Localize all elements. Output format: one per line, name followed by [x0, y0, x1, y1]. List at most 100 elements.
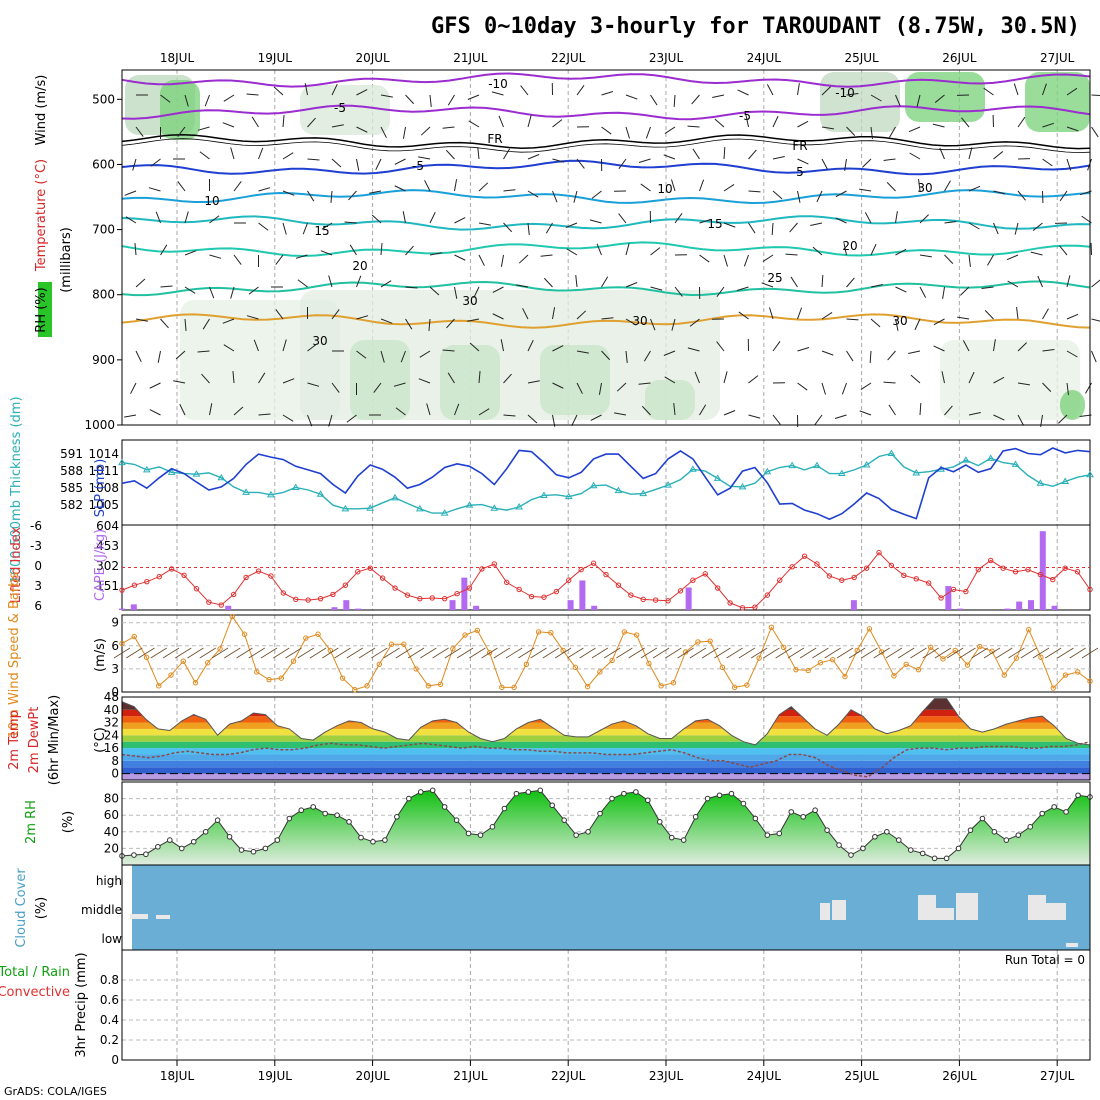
- li-marker: [777, 577, 783, 583]
- wind-barb: [993, 339, 996, 352]
- date-label-bottom: 25JUL: [844, 1069, 879, 1083]
- wind-barb: [918, 179, 921, 192]
- thickness-tick-label: 588: [60, 464, 83, 478]
- wind-barb: [797, 347, 810, 352]
- rh-marker: [1075, 792, 1081, 799]
- wind-barb: [282, 414, 294, 422]
- cape-bar: [957, 608, 964, 610]
- thickness-marker: [242, 488, 250, 495]
- wind-barb: [500, 339, 504, 352]
- wind-barb: [895, 318, 899, 331]
- cloud-block: [1066, 943, 1078, 947]
- wind-barb: [939, 147, 945, 160]
- li-marker: [305, 597, 311, 603]
- wind-barb: [394, 158, 406, 165]
- rh-marker: [477, 832, 484, 838]
- wind-barb: [251, 116, 259, 128]
- wind-barb: [821, 350, 834, 356]
- wind-speed-marker: [474, 627, 481, 634]
- wind-barb: [1007, 280, 1019, 288]
- wind-barb: [736, 286, 749, 291]
- wind-speed-marker: [425, 683, 432, 689]
- li-marker: [280, 590, 287, 596]
- wind-speed-marker: [364, 683, 370, 689]
- wind-barb: [307, 343, 318, 352]
- wind-barb: [716, 341, 725, 352]
- precip-panel: 0.8 0.6 0.4 0.2 0 Run Total = 0: [100, 949, 1091, 1067]
- wind-barb: [130, 382, 137, 394]
- wind-barb: [797, 307, 803, 320]
- rh-marker: [250, 848, 257, 855]
- wind-barb: [1066, 126, 1079, 132]
- wind-speed-marker: [597, 669, 603, 675]
- li-marker: [801, 553, 808, 559]
- wind-barb: [369, 190, 382, 194]
- temperature-contour: [121, 241, 1091, 258]
- temperature-contour: [121, 280, 1091, 297]
- temperature-contour: [121, 133, 1091, 150]
- li-marker: [652, 597, 659, 603]
- wind-barb: [478, 371, 481, 384]
- p-tick-label: 900: [92, 353, 115, 367]
- wind-barb: [400, 350, 406, 363]
- li-marker: [392, 585, 398, 591]
- wind-barb: [429, 211, 436, 224]
- wind-barb: [540, 254, 553, 257]
- li-marker: [168, 566, 175, 572]
- wind-barb: [419, 350, 431, 358]
- wind10-barb: [505, 647, 523, 659]
- rh-marker: [573, 832, 579, 838]
- temperature-contour: [121, 104, 1091, 121]
- wind-barb: [233, 406, 244, 416]
- li-marker: [727, 600, 733, 606]
- wind-barb: [908, 126, 921, 133]
- wind10-barb: [824, 647, 841, 659]
- thickness-marker: [986, 454, 995, 461]
- wind-speed-marker: [315, 631, 321, 637]
- thickness-marker: [366, 504, 375, 511]
- wind-barb: [492, 286, 504, 293]
- thickness-marker: [788, 461, 797, 469]
- rh-marker: [728, 790, 735, 797]
- wind-barb: [821, 274, 824, 288]
- wind-barb: [467, 94, 480, 100]
- wind-speed-marker: [621, 629, 628, 635]
- date-label-bottom: 20JUL: [355, 1069, 390, 1083]
- wind-barb: [282, 378, 295, 384]
- wind-speed-marker: [780, 644, 787, 651]
- wind-barb: [395, 407, 406, 416]
- temp-tick-label: 32: [104, 716, 119, 730]
- wind10-barb: [603, 647, 621, 659]
- rh-shade: [300, 290, 720, 420]
- wind-barb: [1066, 313, 1079, 320]
- contour-label: 30: [632, 314, 647, 328]
- rh-marker: [406, 795, 412, 802]
- wind10-barb: [934, 647, 952, 659]
- wind-barb: [1091, 126, 1099, 138]
- wind-barb: [1016, 307, 1019, 320]
- wind-barb: [258, 147, 264, 160]
- rh-marker: [561, 817, 567, 823]
- chart-title: GFS 0~10day 3-hourly for TAROUDANT (8.75…: [431, 14, 1080, 39]
- wind-barb: [258, 372, 266, 384]
- upper-frame: [121, 69, 1091, 426]
- wind-barb: [304, 83, 308, 96]
- rh-marker: [752, 815, 759, 822]
- wind10-barb: [665, 647, 682, 659]
- rh-marker: [178, 845, 185, 852]
- temperature-contour: [121, 313, 1091, 329]
- wind-barb: [349, 244, 357, 256]
- contour-label: -5: [412, 159, 424, 173]
- wind10-barb: [530, 647, 547, 659]
- wind10-barb: [1057, 647, 1074, 659]
- wind-barb: [772, 156, 785, 160]
- rh-marker: [824, 827, 830, 833]
- precip-tick-label: 0.6: [100, 993, 119, 1007]
- wind10-barb: [493, 647, 511, 659]
- wind-barb: [816, 190, 823, 203]
- li-marker: [690, 577, 696, 583]
- thickness-marker: [713, 474, 722, 481]
- wind-barb: [442, 349, 455, 352]
- temperature-contour: [121, 215, 1091, 231]
- wind10-barb: [775, 647, 792, 659]
